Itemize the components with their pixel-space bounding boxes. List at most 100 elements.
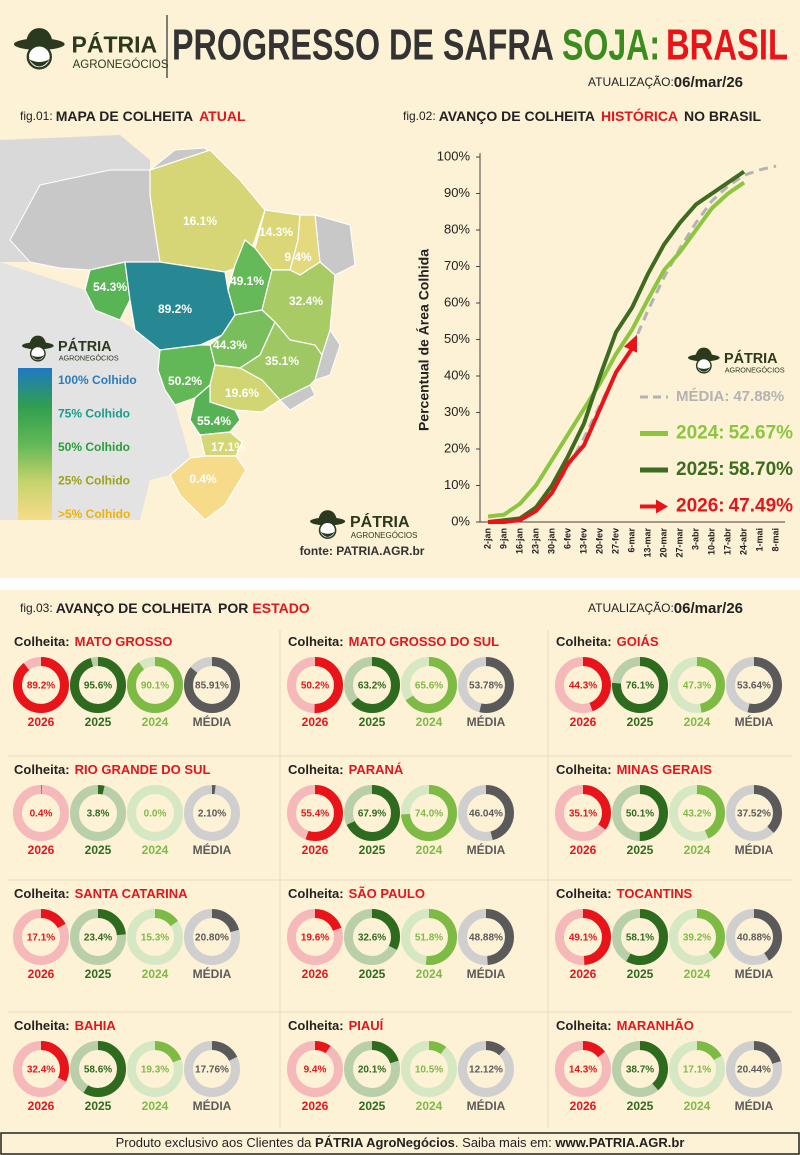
map-label: 19.6% (225, 386, 259, 400)
donut-arc (612, 785, 668, 841)
donut-arc (344, 785, 400, 841)
fig03-title: fig.03: AVANÇO DE COLHEITA POR ESTADO (20, 600, 310, 616)
donut-arc (555, 1041, 611, 1097)
map-label: 16.1% (183, 214, 217, 228)
donut-label: 23.4% (84, 933, 112, 944)
donut-label: 40.88% (737, 933, 771, 944)
donut-label: 19.6% (301, 933, 329, 944)
title: PROGRESSO DE SAFRA (172, 21, 554, 70)
panel-title: Colheita: BAHIA (14, 1018, 116, 1033)
panel-title: Colheita: SANTA CATARINA (14, 886, 188, 901)
x-tick-label: 27-fev (610, 528, 620, 554)
year-label: 2025 (85, 843, 112, 857)
donut-arc (13, 657, 69, 713)
panel-title: Colheita: MARANHÃO (556, 1018, 694, 1033)
fig-highlight: HISTÓRICA (601, 107, 678, 124)
donut-arc (184, 909, 240, 965)
year-label: MÉDIA (467, 966, 506, 981)
legend-value: 47.88% (733, 388, 784, 405)
panel-label: Colheita: (556, 762, 612, 777)
legend-name: 2024 (676, 423, 719, 444)
fig-label: fig.03: (20, 601, 53, 615)
panel-label: Colheita: (14, 1018, 70, 1033)
update-date: 06/mar/26 (674, 600, 743, 617)
title-crop: SOJA: (562, 21, 660, 70)
year-label: 2024 (142, 715, 169, 729)
donut-arc (127, 909, 183, 965)
fig-title: MAPA DE COLHEITA (56, 108, 193, 124)
panel-title: Colheita: GOIÁS (556, 634, 659, 649)
panel-label: Colheita: (14, 886, 70, 901)
donut-label: 74.0% (415, 809, 443, 820)
year-label: MÉDIA (193, 842, 232, 857)
year-label: 2024 (684, 715, 711, 729)
year-label: 2024 (416, 967, 443, 981)
year-label: 2025 (359, 1099, 386, 1113)
donut-label: 20.44% (737, 1065, 771, 1076)
update-date: 06/mar/26 (674, 74, 743, 91)
donut-label: 2.10% (198, 809, 226, 820)
y-tick-label: 0% (451, 513, 470, 528)
donut-arc (612, 909, 668, 965)
map-label: 32.4% (289, 294, 323, 308)
legend-label: 100% Colhido (58, 373, 137, 387)
donut-label: 89.2% (27, 681, 55, 692)
donut-label: 15.3% (141, 933, 169, 944)
donut-arc (458, 785, 514, 841)
year-label: 2026 (570, 843, 597, 857)
donut-label: 85.91% (195, 681, 229, 692)
logo-sub: AGRONEGÓCIOS (73, 58, 169, 71)
year-label: MÉDIA (735, 966, 774, 981)
logo-sub: AGRONEGÓCIOS (351, 531, 418, 540)
fig-title-mid: POR (218, 600, 248, 616)
x-tick-label: 9-jan (498, 528, 508, 549)
donut-label: 0.4% (30, 809, 53, 820)
logo-beard (697, 367, 711, 372)
year-label: 2025 (627, 1099, 654, 1113)
year-label: MÉDIA (735, 1098, 774, 1113)
year-label: 2024 (684, 843, 711, 857)
donut-arc (458, 1041, 514, 1097)
donut-label: 17.76% (195, 1065, 229, 1076)
logo-beard (31, 355, 45, 360)
donut-arc (401, 1041, 457, 1097)
fig-title: AVANÇO DE COLHEITA (56, 600, 212, 616)
donut-label: 44.3% (569, 681, 597, 692)
donut-label: 17.1% (27, 933, 55, 944)
year-label: MÉDIA (735, 842, 774, 857)
x-tick-label: 1-mai (754, 528, 764, 552)
legend-entry: 2026: 47.49% (676, 496, 793, 517)
legend-arrow (640, 499, 668, 514)
donut-label: 50.2% (301, 681, 329, 692)
y-tick-label: 40% (444, 367, 470, 382)
donut-arc (401, 657, 457, 713)
donut-label: 32.6% (358, 933, 386, 944)
donut-arc (13, 909, 69, 965)
panel-label: Colheita: (14, 762, 70, 777)
footer-brand: PÁTRIA AgroNegócios (315, 1135, 455, 1150)
donut-arc (184, 785, 240, 841)
legend-name: MÉDIA (676, 388, 725, 405)
x-tick-label: 24-abr (738, 528, 748, 556)
year-label: 2026 (302, 843, 329, 857)
logo-beard (320, 531, 335, 537)
x-tick-label: 17-abr (722, 528, 732, 556)
map-region (199, 431, 243, 457)
state-name: SÃO PAULO (349, 886, 425, 901)
donut-label: 46.04% (469, 809, 503, 820)
donut-label: 39.2% (683, 933, 711, 944)
map-label: 50.2% (168, 374, 202, 388)
fig-label: fig.02: (403, 109, 436, 123)
donut-label: 9.4% (304, 1065, 327, 1076)
state-name: MATO GROSSO (75, 634, 173, 649)
panel-title: Colheita: PARANÁ (288, 762, 404, 777)
donut-arc (70, 1041, 126, 1097)
footer-lead: Produto exclusivo aos Clientes da (116, 1135, 315, 1150)
fig-highlight: ATUAL (199, 108, 246, 124)
year-label: 2025 (627, 843, 654, 857)
donut-label: 47.3% (683, 681, 711, 692)
panel-label: Colheita: (288, 1018, 344, 1033)
